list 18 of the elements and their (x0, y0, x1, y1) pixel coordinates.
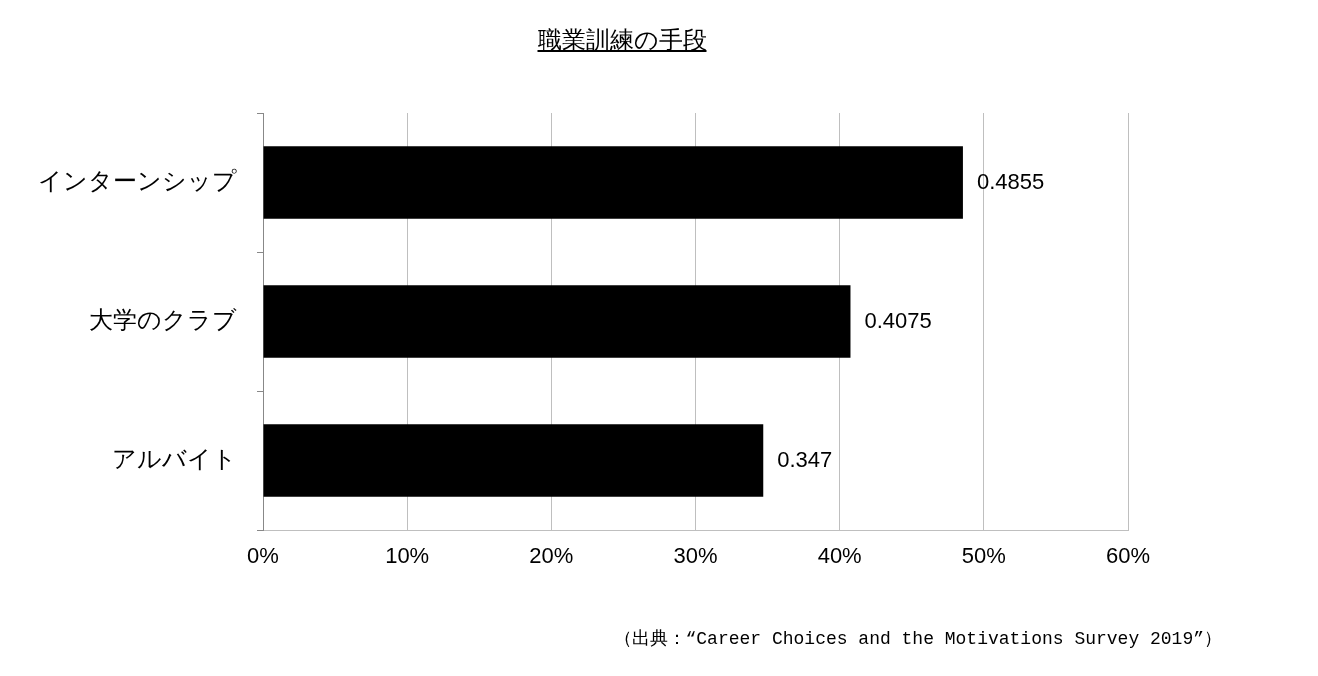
x-tick-label: 50% (961, 543, 1006, 569)
bar (263, 285, 851, 358)
chart-title: 職業訓練の手段 (536, 26, 708, 55)
data-label: 0.4855 (976, 168, 1045, 194)
x-tick-label: 0% (247, 543, 279, 569)
x-tick-label: 20% (529, 543, 574, 569)
x-tick-label: 30% (673, 543, 718, 569)
y-tick-label: アルバイト (112, 445, 237, 472)
data-label: 0.4075 (864, 307, 932, 333)
bar (263, 424, 764, 497)
text: （出典：“Career Choices and the Motivations Survey 2019”） (613, 628, 1222, 650)
x-tick-label: 10% (385, 543, 430, 569)
x-tick-label: 40% (817, 543, 862, 569)
bar (263, 146, 963, 219)
y-tick-label: 大学のクラブ (89, 306, 237, 333)
x-tick-label: 60% (1105, 543, 1151, 569)
data-label: 0.347 (777, 446, 833, 472)
y-tick-label: インターンシップ (38, 167, 237, 194)
